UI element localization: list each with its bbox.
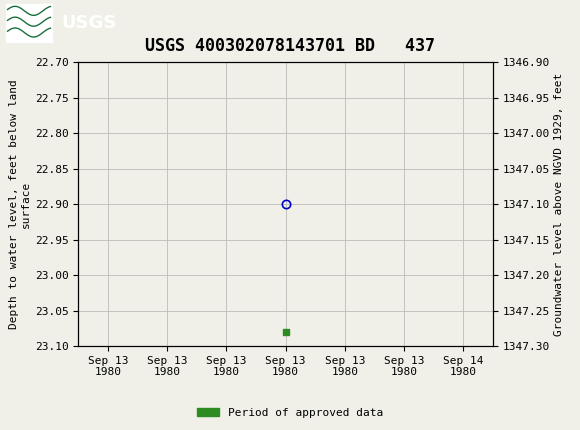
Text: USGS 400302078143701 BD   437: USGS 400302078143701 BD 437 — [145, 37, 435, 55]
Bar — [6, 3, 52, 42]
Legend: Period of approved data: Period of approved data — [193, 403, 387, 422]
Text: USGS: USGS — [61, 14, 116, 31]
Y-axis label: Depth to water level, feet below land
surface: Depth to water level, feet below land su… — [9, 80, 31, 329]
Y-axis label: Groundwater level above NGVD 1929, feet: Groundwater level above NGVD 1929, feet — [554, 73, 564, 336]
